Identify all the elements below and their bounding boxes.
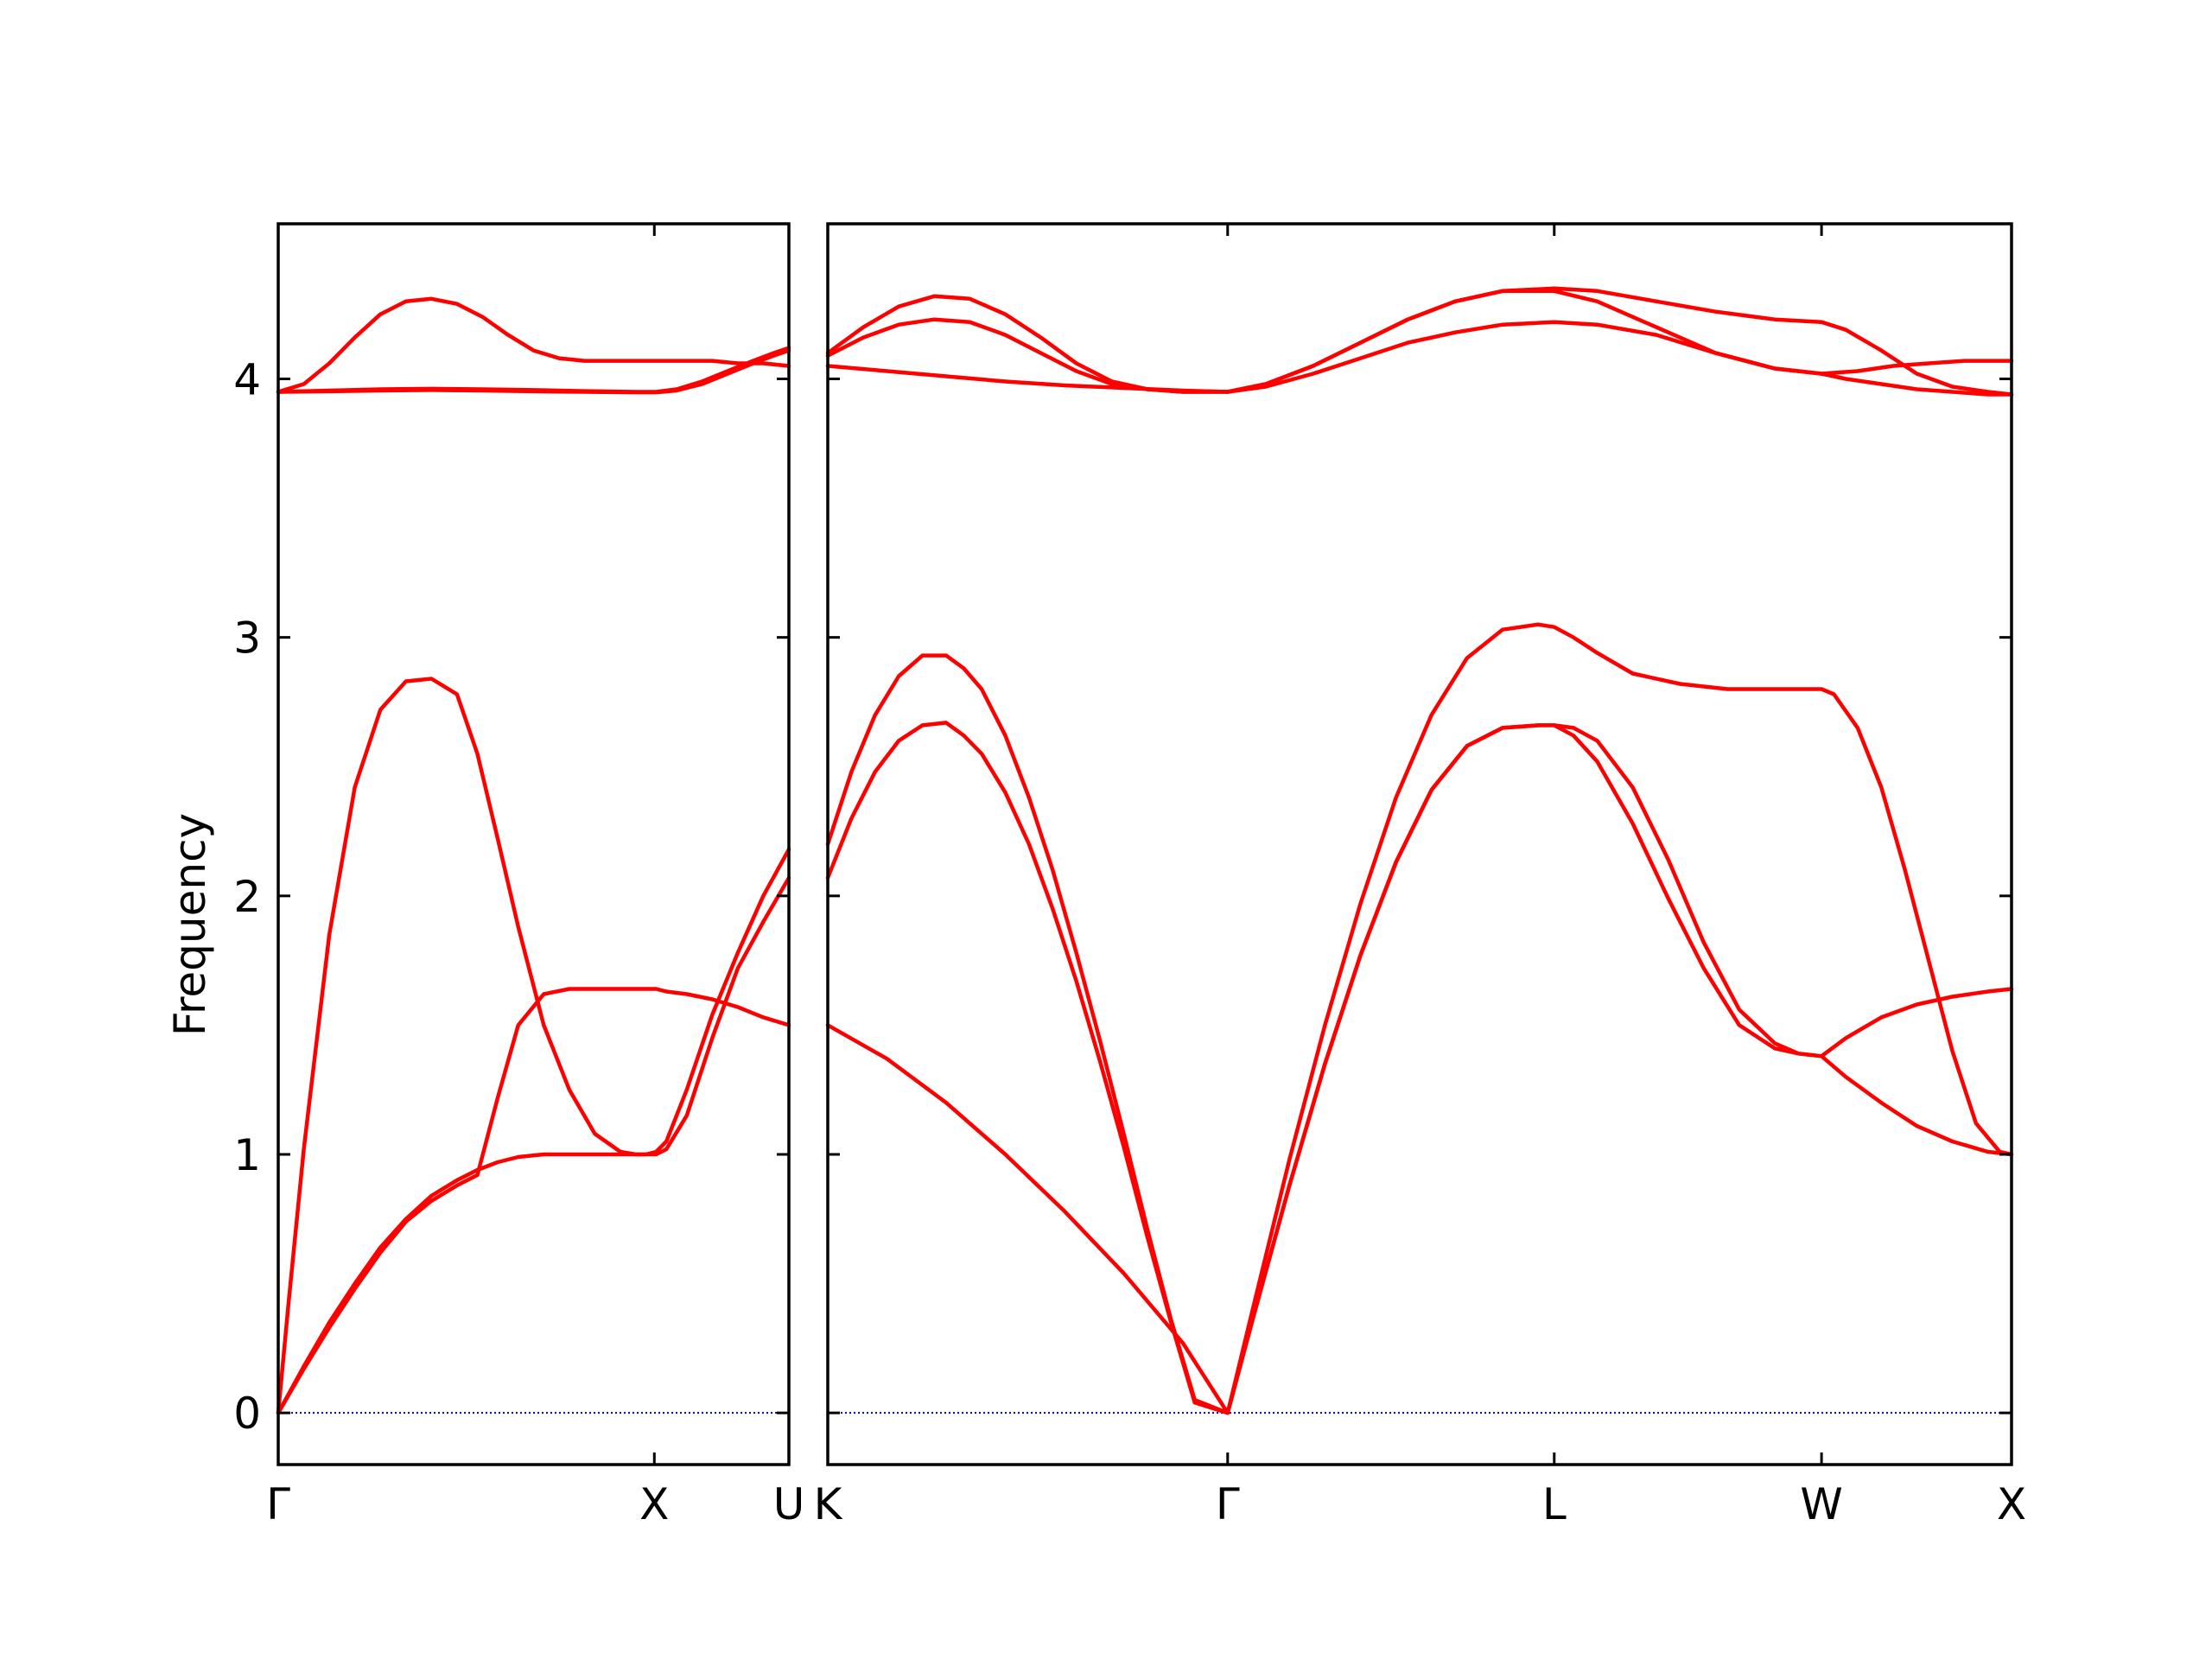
band-line-11: [825, 320, 2014, 394]
band-line-3: [825, 1023, 1230, 1415]
band-line-1: [825, 653, 1230, 1415]
y-tick-label: 0: [233, 1389, 261, 1439]
band-line-1: [276, 677, 791, 1415]
band-line-4: [1225, 622, 2014, 1415]
x-tick-label: X: [1997, 1479, 2026, 1529]
band-line-5: [1225, 723, 1824, 1415]
x-tick-label: Γ: [1216, 1479, 1240, 1529]
y-tick-label: 1: [233, 1130, 261, 1180]
x-tick-label: K: [814, 1479, 843, 1529]
band-line-6: [276, 348, 791, 395]
band-line-2: [825, 721, 1230, 1415]
band-line-7: [1819, 987, 2014, 1058]
x-tick-label: W: [1800, 1479, 1842, 1529]
y-tick-label: 4: [233, 355, 261, 405]
x-tick-label: L: [1542, 1479, 1567, 1529]
axes-frame: [276, 222, 791, 1466]
band-line-3: [276, 875, 791, 1415]
x-tick-label: Γ: [266, 1479, 290, 1529]
band-line-4: [276, 296, 791, 394]
x-tick-label: X: [639, 1479, 669, 1529]
x-tick-label: U: [773, 1479, 805, 1529]
band-line-2: [276, 987, 791, 1415]
band-line-5: [276, 346, 791, 394]
band-line-6: [1225, 723, 1824, 1415]
band-line-8: [1819, 1054, 2014, 1157]
y-axis-title: Frequency: [165, 813, 215, 1036]
panel-1: 0 1 2 3 4 Γ X U: [233, 222, 805, 1529]
band-line-10: [825, 289, 2014, 397]
axes-frame: [826, 222, 2013, 1466]
y-tick-label: 3: [233, 613, 261, 664]
y-tick-label: 2: [233, 872, 261, 922]
